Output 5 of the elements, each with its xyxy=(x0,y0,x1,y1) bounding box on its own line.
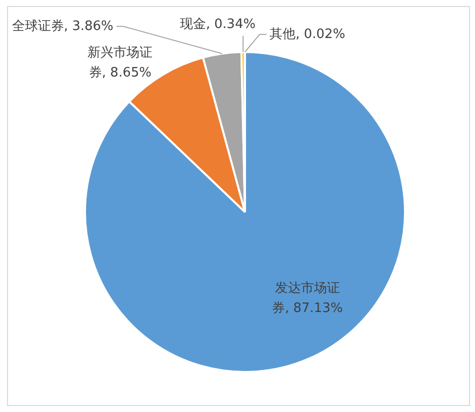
slice-label: 现金, 0.34% xyxy=(180,17,256,32)
slice-label: 发达市场证券, 87.13% xyxy=(272,280,343,316)
slice-label: 其他, 0.02% xyxy=(270,26,346,42)
slice-label: 全球证券, 3.86% xyxy=(12,18,114,34)
slice-label: 新兴市场证券, 8.65% xyxy=(88,46,153,81)
